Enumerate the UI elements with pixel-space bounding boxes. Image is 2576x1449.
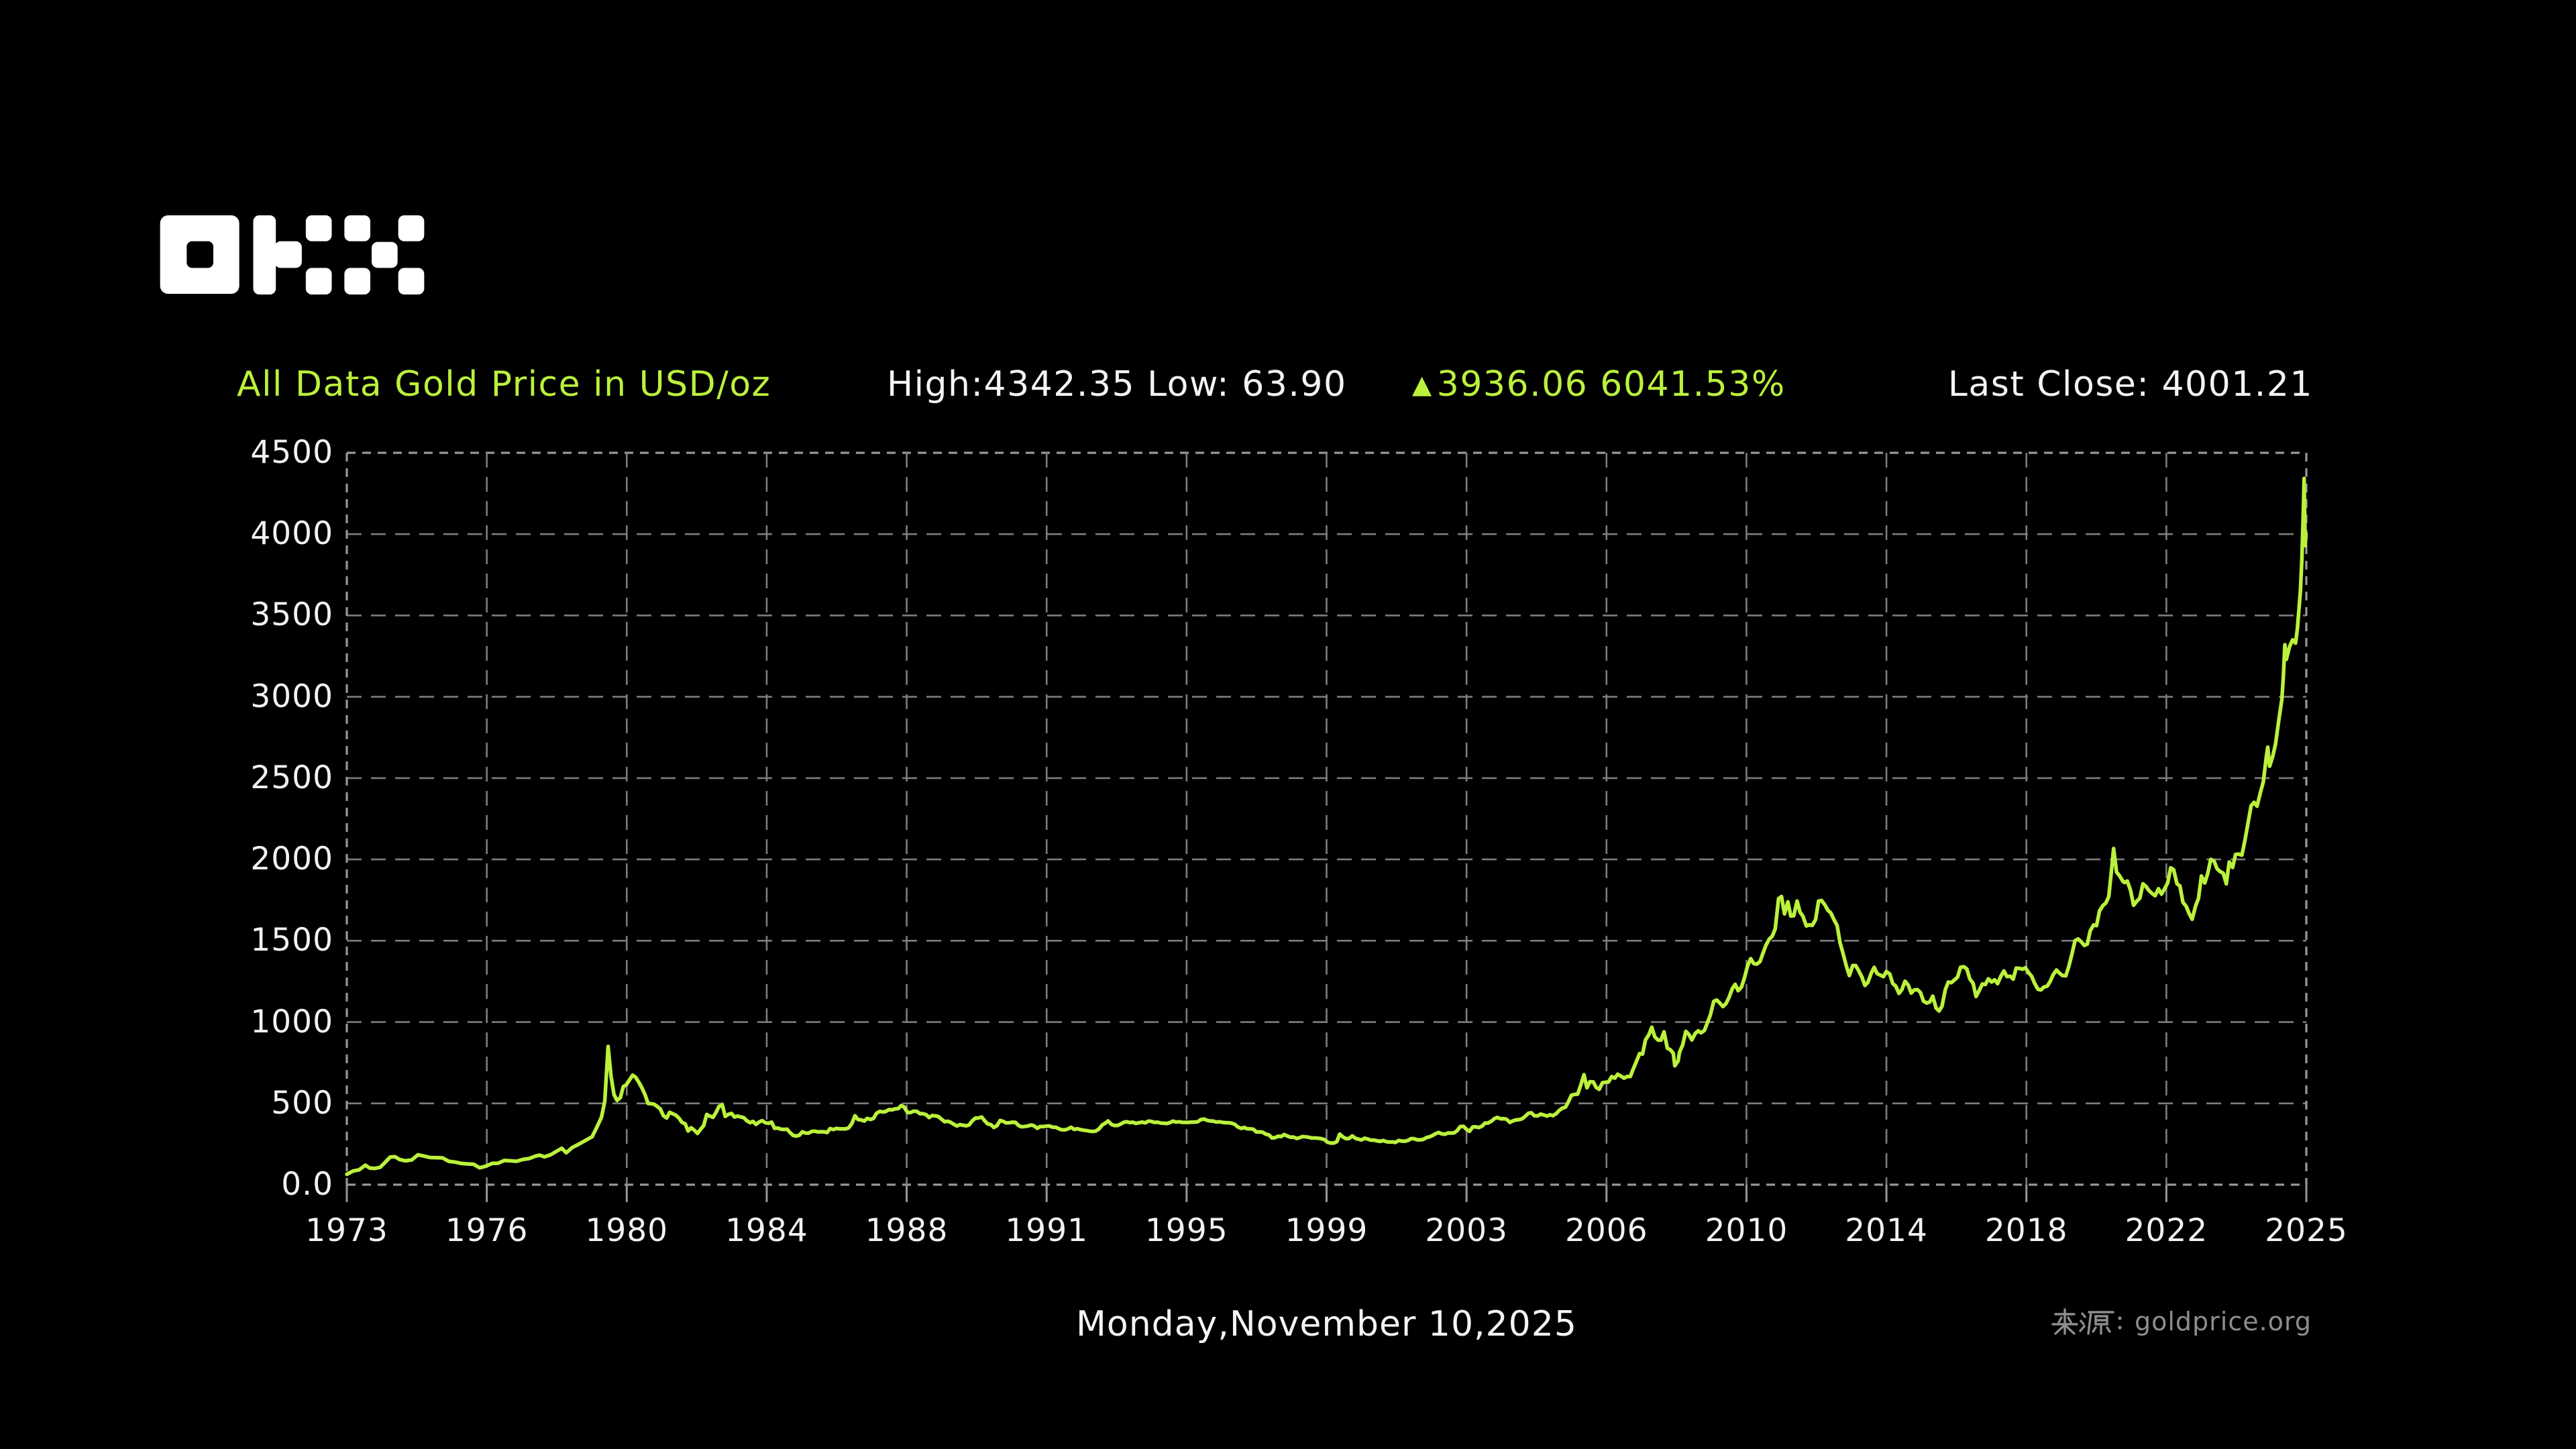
y-tick-label: 0.0 — [281, 1166, 333, 1203]
x-tick-label: 1973 — [305, 1212, 388, 1249]
x-tick-label: 2006 — [1564, 1212, 1648, 1249]
high-low-stat: High:4342.35 Low: 63.90 — [887, 364, 1347, 405]
x-tick-label: 1984 — [725, 1212, 808, 1249]
x-tick-label: 1988 — [865, 1212, 949, 1249]
y-tick-label: 500 — [271, 1084, 333, 1122]
chart-title: All Data Gold Price in USD/oz — [237, 364, 771, 405]
okx-logo — [160, 215, 425, 294]
y-tick-label: 3500 — [250, 596, 333, 634]
up-triangle-icon: ▲ — [1412, 370, 1433, 399]
change-stat: ▲ 3936.06 6041.53% — [1412, 364, 1786, 405]
x-tick-label: 2025 — [2265, 1212, 2348, 1249]
okx-logo-letter-o — [160, 215, 239, 294]
y-tick-label: 1000 — [250, 1003, 333, 1040]
y-tick-label: 4000 — [250, 515, 333, 553]
gold-price-line — [345, 476, 2308, 1177]
change-value: 3936.06 6041.53% — [1436, 364, 1786, 405]
source-site: goldprice.org — [2134, 1307, 2312, 1336]
y-tick-label: 3000 — [250, 678, 333, 715]
x-tick-label: 2010 — [1705, 1212, 1788, 1249]
last-close-stat: Last Close: 4001.21 — [1947, 364, 2313, 405]
x-tick-label: 1991 — [1005, 1212, 1089, 1249]
source-label-cjk-icon — [2051, 1308, 2122, 1335]
x-tick-label: 2003 — [1425, 1212, 1508, 1249]
y-tick-label: 1500 — [250, 922, 333, 959]
y-tick-label: 2500 — [250, 759, 333, 796]
source-caption: 来源： goldprice.org — [2050, 1307, 2312, 1336]
okx-logo-letter-k — [253, 215, 332, 294]
x-tick-label: 1995 — [1145, 1212, 1228, 1249]
x-tick-label: 2018 — [1984, 1212, 2068, 1249]
x-tick-label: 1999 — [1285, 1212, 1368, 1249]
x-tick-label: 2022 — [2125, 1212, 2208, 1249]
okx-logo-letter-x — [344, 215, 425, 294]
date-caption: Monday,November 10,2025 — [1076, 1304, 1577, 1344]
y-tick-label: 4500 — [250, 434, 333, 471]
x-tick-label: 1976 — [445, 1212, 529, 1249]
x-tick-label: 2014 — [1845, 1212, 1928, 1249]
x-tick-label: 1980 — [585, 1212, 669, 1249]
y-tick-label: 2000 — [250, 841, 333, 878]
